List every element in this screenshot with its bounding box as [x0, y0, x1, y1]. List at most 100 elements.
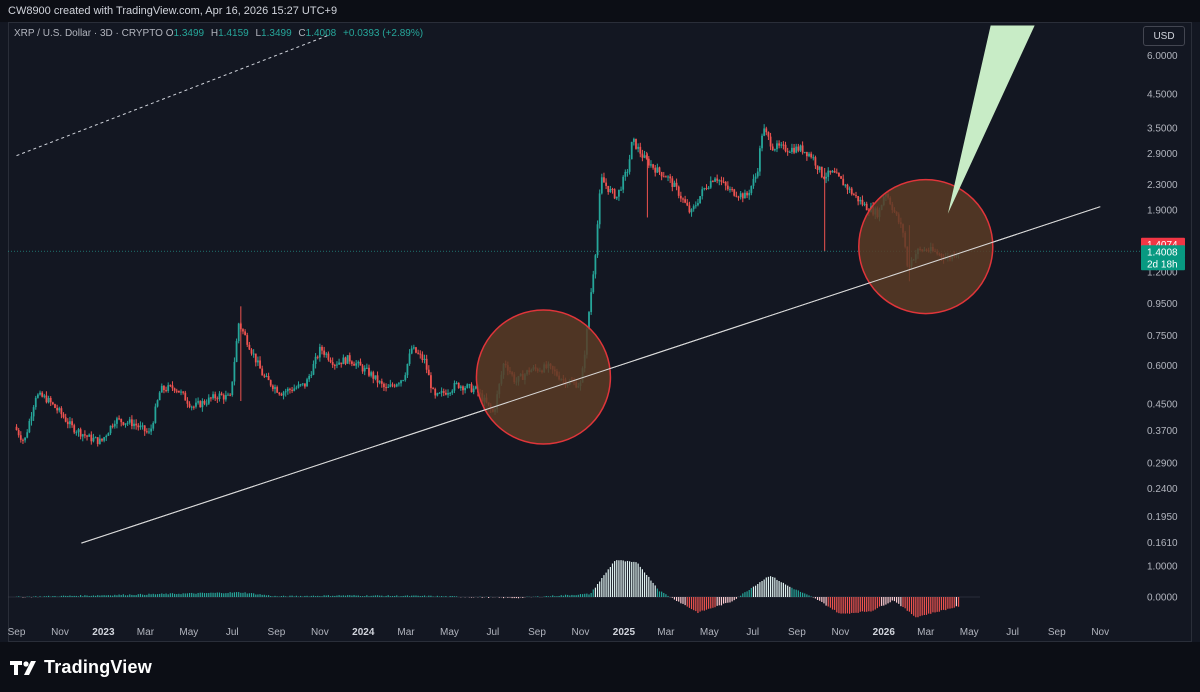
candle-body	[158, 392, 161, 401]
candle-body	[823, 177, 825, 179]
candle-body	[771, 146, 774, 151]
candle-body	[803, 151, 806, 153]
candle-body	[778, 143, 781, 146]
price-axis-label: 2.3000	[1147, 180, 1178, 191]
candle-body	[316, 356, 319, 358]
candle-body	[692, 206, 695, 210]
candle-body	[647, 158, 650, 166]
candle-body	[370, 372, 373, 376]
time-axis-label: Mar	[137, 627, 155, 638]
change-value: +0.0393 (+2.89%)	[343, 28, 424, 39]
candle-body	[756, 171, 759, 177]
candle-body	[449, 392, 452, 394]
candle-body	[58, 408, 61, 411]
candle-body	[323, 350, 326, 355]
candle-body	[660, 172, 663, 177]
candle-body	[722, 181, 725, 183]
candle-body	[769, 136, 772, 147]
candle-body	[190, 406, 193, 408]
candle-body	[145, 431, 148, 433]
candle-body	[47, 397, 50, 403]
candle-body	[306, 379, 308, 387]
candle-body	[788, 151, 791, 153]
candle-body	[622, 176, 625, 190]
candle-body	[776, 143, 778, 150]
candle-body	[846, 184, 849, 190]
candle-body	[746, 192, 748, 196]
time-axis-label: 2026	[873, 627, 896, 638]
candle-body	[83, 434, 86, 436]
candle-body	[274, 387, 276, 390]
candle-body	[220, 393, 223, 396]
candle-body	[210, 397, 212, 399]
candle-body	[214, 394, 217, 399]
candle-body	[333, 364, 336, 366]
candle-body	[357, 361, 360, 364]
candle-body	[205, 403, 208, 405]
candle-body	[711, 180, 714, 182]
candle-body	[626, 171, 629, 173]
candle-body	[218, 393, 221, 400]
candle-body	[786, 151, 789, 153]
open-value: 1.3499	[173, 28, 205, 39]
time-axis-label: Jul	[226, 627, 239, 638]
candle-body	[248, 344, 251, 350]
candle-body	[782, 144, 785, 146]
candle-body	[90, 434, 93, 442]
candle-body	[118, 418, 120, 420]
candle-body	[667, 176, 669, 178]
candle-body	[165, 390, 167, 392]
candle-body	[603, 177, 605, 183]
candle-body	[697, 203, 699, 206]
candle-body	[810, 153, 813, 158]
candle-body	[470, 384, 473, 393]
candle-body	[237, 323, 240, 342]
time-axis-label: Sep	[268, 627, 286, 638]
candle-body	[447, 393, 449, 395]
candle-body	[265, 376, 268, 378]
candle-body	[714, 178, 716, 182]
candle-body	[263, 375, 266, 377]
close-price-tag-bg	[1141, 245, 1185, 259]
candle-body	[105, 435, 108, 438]
candle-body	[780, 144, 783, 146]
time-axis-label: May	[700, 627, 719, 638]
candle-body	[246, 335, 249, 345]
candle-body	[359, 361, 362, 366]
candle-body	[808, 153, 810, 157]
candle-body	[39, 392, 41, 395]
candle-body	[820, 166, 823, 178]
candle-body	[812, 157, 815, 159]
candle-body	[348, 355, 351, 362]
candle-body	[765, 128, 768, 133]
candle-body	[43, 395, 46, 397]
candle-body	[201, 401, 204, 408]
bar-countdown-tag: 2d 18h	[1147, 259, 1178, 270]
tradingview-logo[interactable]: TradingView	[10, 657, 152, 678]
candle-body	[54, 404, 56, 408]
chart-frame[interactable]	[8, 22, 1192, 642]
chart-credit: CW8900 created with TradingView.com, Apr…	[8, 5, 338, 17]
candle-body	[312, 364, 315, 375]
close-label: C	[298, 28, 306, 39]
candle-body	[632, 138, 635, 142]
candle-body	[430, 375, 432, 389]
candle-body	[261, 368, 264, 376]
candle-body	[665, 176, 667, 178]
candle-body	[432, 388, 434, 390]
candle-body	[56, 407, 59, 411]
time-axis-label: May	[179, 627, 198, 638]
candle-body	[295, 387, 298, 389]
candle-body	[731, 189, 734, 191]
candle-body	[231, 381, 234, 396]
candle-body	[346, 355, 349, 364]
open-label: O	[165, 28, 174, 39]
candle-body	[402, 380, 405, 382]
candle-body	[694, 205, 697, 207]
candle-body	[376, 375, 379, 383]
candle-body	[464, 387, 467, 391]
candle-body	[684, 199, 687, 203]
candle-body	[113, 423, 116, 427]
currency-button[interactable]: USD	[1143, 26, 1185, 46]
